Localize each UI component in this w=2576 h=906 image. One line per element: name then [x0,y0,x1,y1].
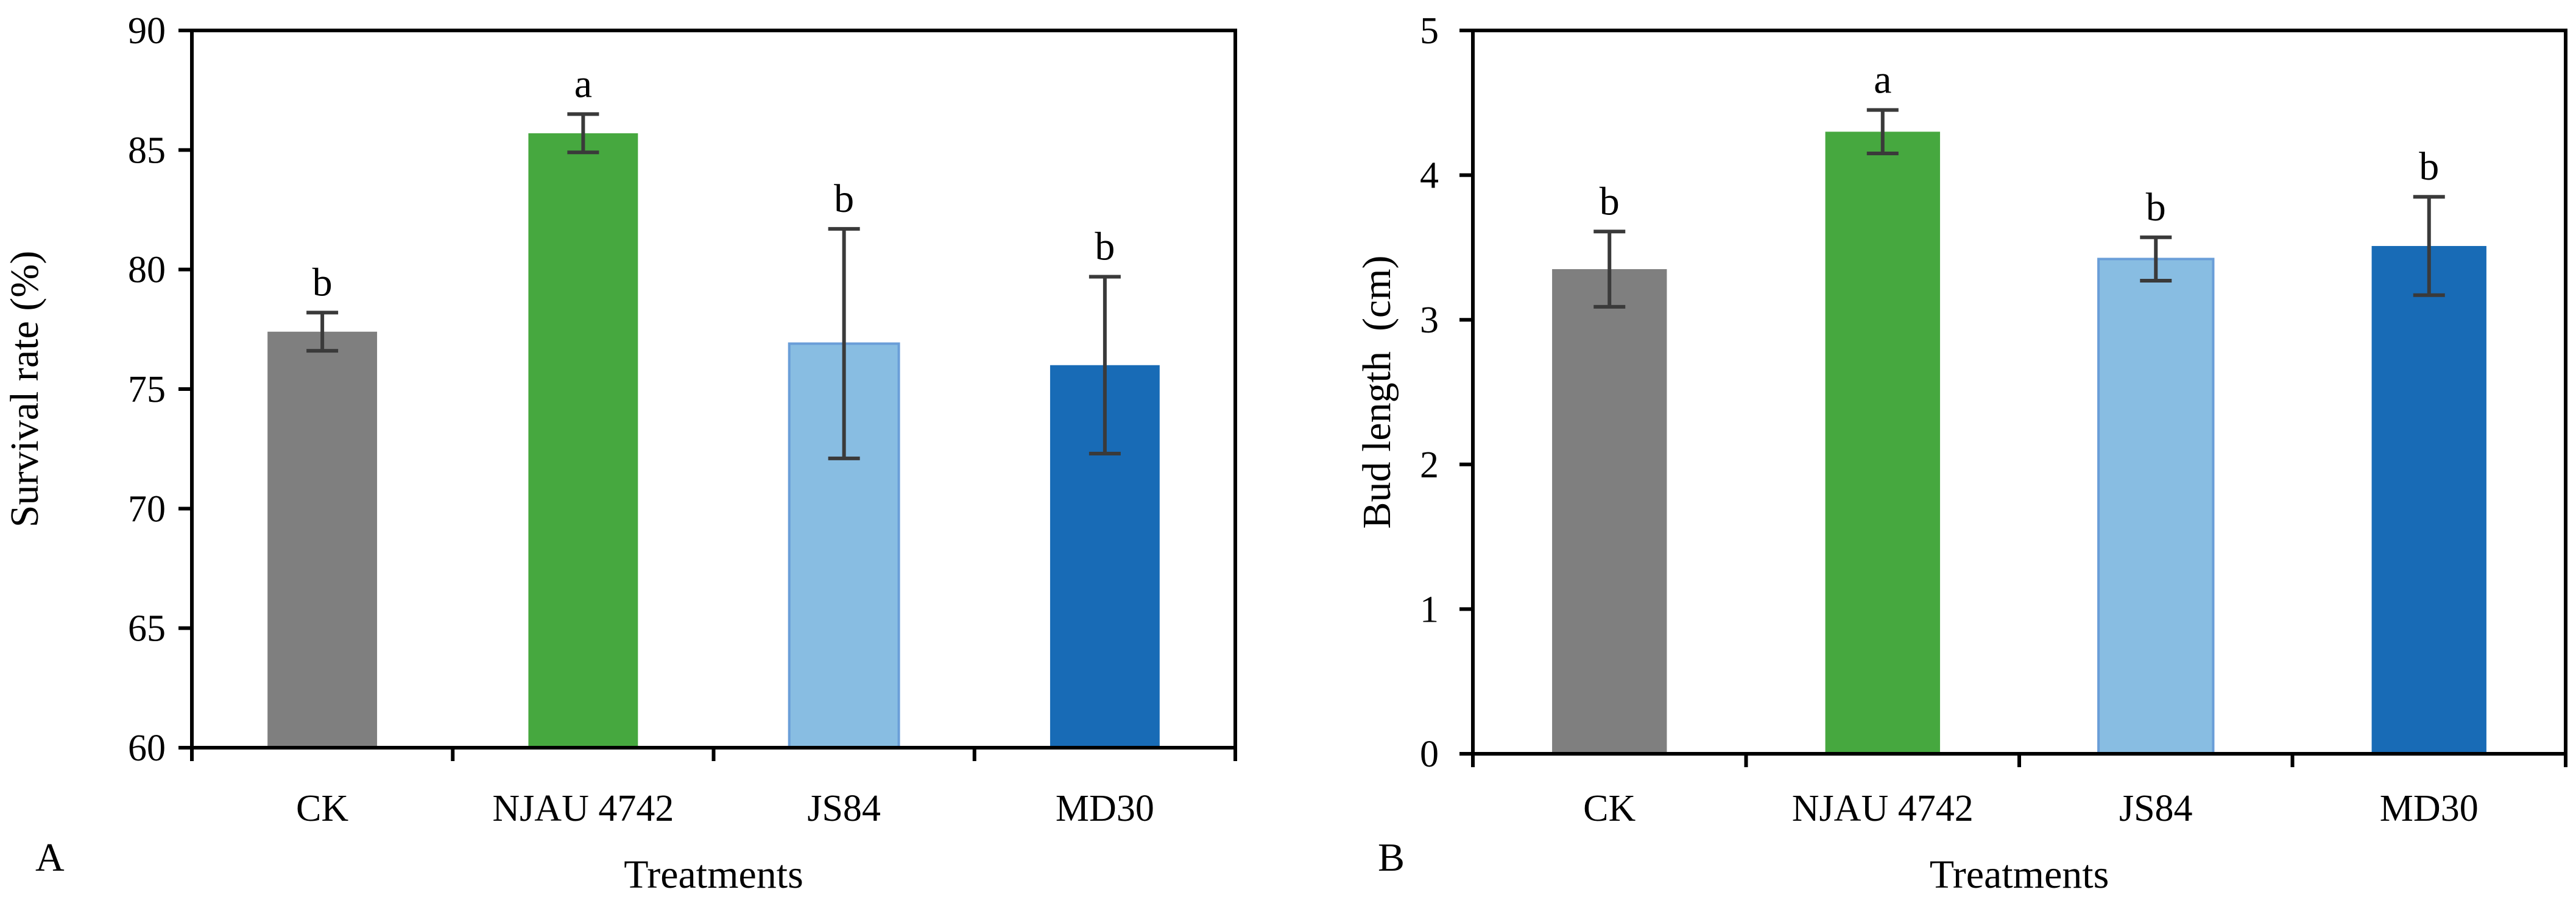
x-tick-label: NJAU 4742 [492,788,674,829]
significance-letter: a [1874,58,1891,102]
panel-label: A [35,835,65,880]
y-axis-title: Bud length (cm) [1355,255,1399,528]
y-tick-label: 0 [1420,734,1439,775]
bar-md30 [2371,246,2486,754]
x-axis-title: Treatments [1930,852,2109,897]
y-tick-label: 70 [128,488,166,530]
y-tick-label: 60 [128,728,166,769]
y-tick-label: 75 [128,369,166,410]
panel-b-chart: b CK a NJAU 4742 b JS84 b MD30 0 1 2 3 4 5 Bud length … [1355,10,2567,897]
x-tick-label: CK [1583,788,1636,829]
significance-letter: b [312,260,333,304]
bar-ck [267,331,378,748]
bar-njau-4742 [1825,132,1940,754]
bar-ck [1552,269,1667,754]
significance-letter: b [834,177,854,221]
panel-label: B [1378,835,1405,880]
y-tick-label: 5 [1420,10,1439,52]
x-tick-label: JS84 [2119,788,2193,829]
bar-njau-4742 [528,133,638,748]
y-tick-label: 4 [1420,155,1439,197]
panel-a-chart: b CK a NJAU 4742 b JS84 b MD30 60 65 70 75 80 85 90 Sur… [2,10,1237,897]
y-tick-label: 65 [128,608,166,650]
y-tick-label: 85 [128,130,166,171]
significance-letter: b [2419,144,2439,189]
x-tick-label: CK [296,788,348,829]
x-tick-label: JS84 [807,788,881,829]
x-tick-label: MD30 [2380,788,2479,829]
x-axis-title: Treatments [624,852,803,897]
y-tick-label: 90 [128,10,166,52]
significance-letter: b [2146,185,2166,230]
significance-letter: b [1095,224,1115,269]
y-tick-label: 80 [128,250,166,291]
y-tick-label: 2 [1420,444,1439,486]
bar-js84 [2097,258,2215,755]
significance-letter: a [574,61,592,106]
x-tick-label: NJAU 4742 [1792,788,1974,829]
y-tick-label: 1 [1420,589,1439,630]
x-tick-label: MD30 [1056,788,1154,829]
y-tick-label: 3 [1420,300,1439,341]
y-axis-title: Survival rate (%) [2,251,47,528]
significance-letter: b [1600,179,1620,223]
